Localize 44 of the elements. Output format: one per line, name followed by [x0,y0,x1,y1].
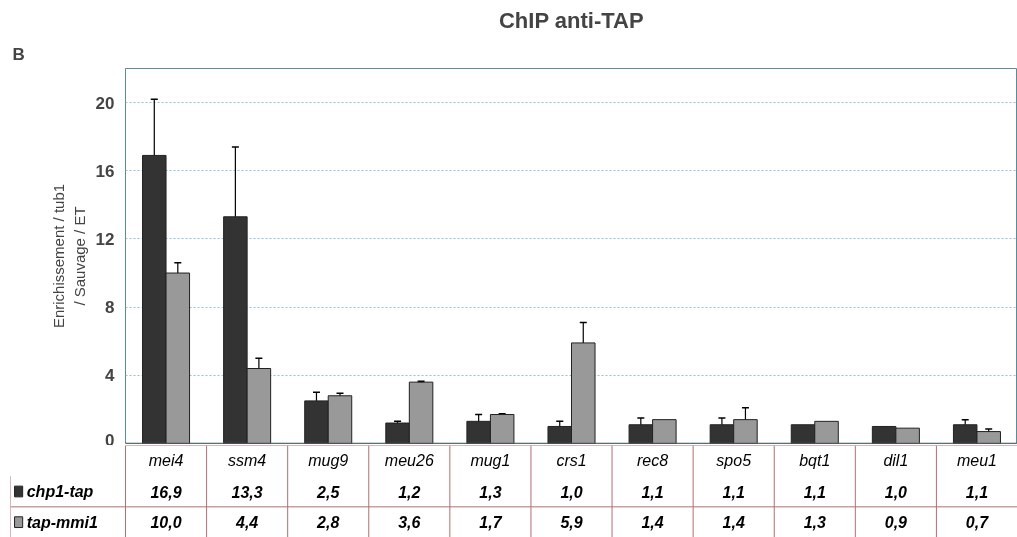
data-label: 3,6 [398,514,421,532]
y-tick-label: 20 [95,93,115,113]
data-label: 1,0 [884,483,908,501]
data-label: 1,4 [722,514,745,532]
data-label: 1,3 [479,483,502,501]
x-tick-label: mug9 [308,452,349,470]
data-label: 0,9 [884,514,908,532]
y-tick-label: 16 [95,161,115,181]
x-tick-label: rec8 [637,452,669,470]
y-tick-label: 4 [105,366,116,386]
x-tick-label: spo5 [716,452,752,470]
data-label: 1,0 [560,483,583,501]
data-label: 1,2 [398,483,421,501]
x-tick-label: mug1 [470,452,511,470]
x-tick-label: ssm4 [228,452,267,470]
x-tick-label: dil1 [883,452,909,470]
x-tick-label: meu26 [384,452,434,470]
data-label: 1,7 [479,514,503,532]
data-label: 4,4 [235,514,259,532]
legend-label: chp1-tap [26,483,94,500]
data-label: 5,9 [560,514,583,532]
data-label: 10,0 [150,514,182,532]
data-label: 1,1 [965,483,989,501]
y-tick-label: 8 [105,298,115,318]
y-tick-label: 12 [95,229,115,249]
data-label: 0,7 [965,514,990,532]
x-tick-label: bqt1 [799,452,831,470]
y-tick-label: 0 [105,430,115,450]
x-tick-label: mei4 [148,452,184,470]
legend-label: tap-mmi1 [26,513,98,531]
data-label: 1,4 [641,514,664,532]
data-label: 1,1 [641,483,664,501]
data-label: 1,1 [722,483,745,501]
chart-title: ChIP anti-TAP [498,7,644,33]
x-tick-label: meu1 [956,452,997,470]
data-label: 13,3 [231,483,263,501]
data-label: 16,9 [150,483,182,501]
data-label: 1,1 [803,483,826,501]
y-axis-title: Enrichissement / tub1 / Sauvage / ET [50,183,88,329]
text: B [12,44,25,64]
data-label: 1,3 [803,514,826,532]
data-label: 2,8 [316,514,340,532]
x-tick-label: crs1 [556,452,587,470]
data-label: 2,5 [316,483,341,501]
